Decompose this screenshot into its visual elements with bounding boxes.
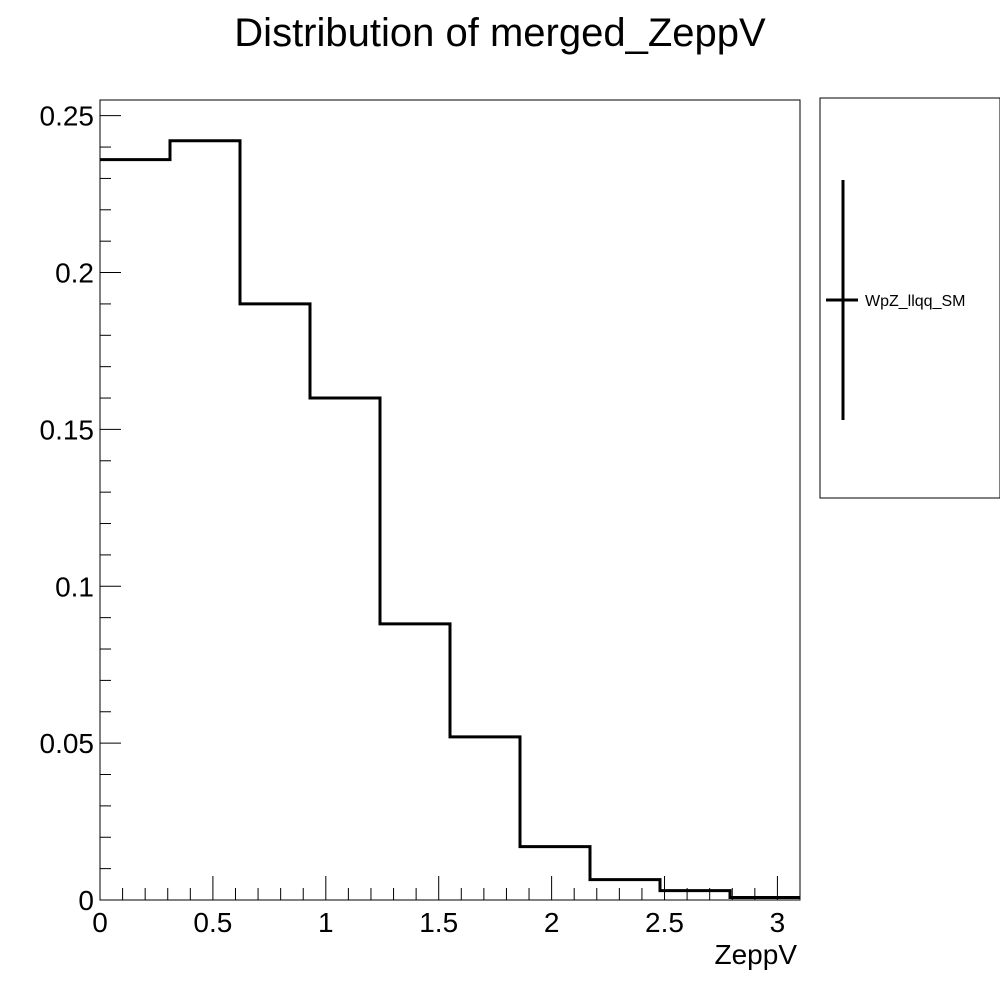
chart-title: Distribution of merged_ZeppV	[234, 11, 766, 55]
x-tick-label: 1.5	[419, 907, 458, 938]
x-tick-label: 2	[544, 907, 560, 938]
legend: WpZ_llqq_SM	[819, 97, 1000, 499]
plot-frame	[99, 99, 801, 901]
y-tick-label: 0.2	[55, 258, 94, 289]
x-axis-label: ZeppV	[715, 939, 798, 970]
y-tick-label: 0.05	[40, 728, 95, 759]
x-tick-label: 2.5	[645, 907, 684, 938]
legend-box	[819, 97, 1000, 499]
x-axis: 0 0.5 1 1.5 2 2.5 3	[92, 876, 801, 938]
x-tick-label: 0	[92, 907, 108, 938]
y-tick-label: 0.1	[55, 571, 94, 602]
y-tick-label: 0	[78, 885, 94, 916]
histogram-series-line	[100, 139, 800, 899]
legend-entry-label: WpZ_llqq_SM	[865, 293, 965, 310]
x-tick-label: 1	[318, 907, 334, 938]
y-tick-label: 0.15	[40, 414, 95, 445]
y-tick-label: 0.25	[40, 101, 95, 132]
x-tick-label: 0.5	[193, 907, 232, 938]
x-tick-label: 3	[770, 907, 786, 938]
y-axis: 0 0.05 0.1 0.15 0.2 0.25	[40, 101, 121, 916]
